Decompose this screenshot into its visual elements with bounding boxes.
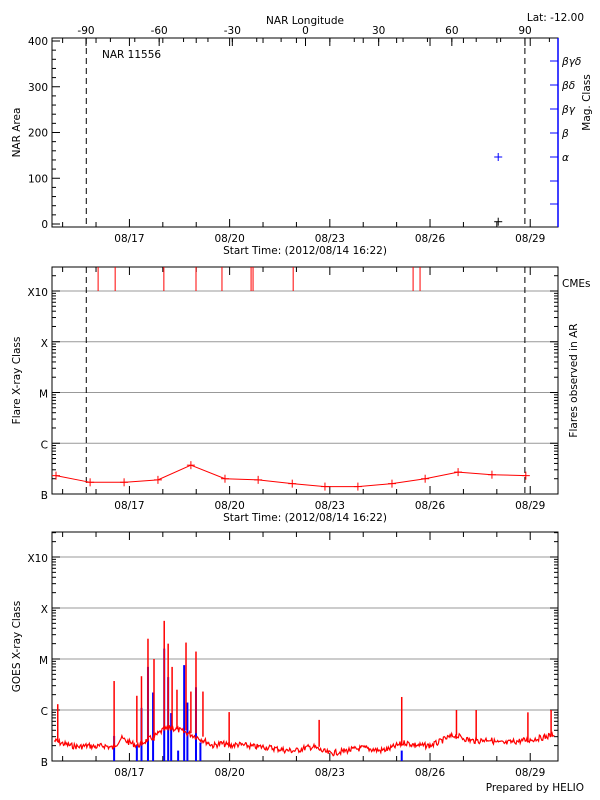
mag-class-axis-label: Mag. Class	[581, 74, 593, 130]
goes-panel-y-tick-label: X10	[27, 553, 48, 565]
area-panel-x-tick-label: 08/23	[315, 233, 345, 245]
longitude-tick-label: 0	[302, 25, 309, 37]
area-panel-x-tick-label: 08/26	[415, 233, 446, 245]
goes-panel-x-tick-label: 08/17	[114, 767, 144, 779]
mag-class-tick-label: βγ	[561, 104, 576, 116]
longitude-tick-label: 30	[372, 25, 385, 37]
longitude-tick-label: -30	[224, 25, 241, 37]
goes-panel-y-tick-label: X	[41, 604, 48, 616]
mag-class-tick-label: α	[562, 152, 569, 164]
area-y-tick-label: 300	[28, 82, 48, 94]
flare-panel-y-tick-label: X	[41, 338, 48, 350]
flare-panel-y-tick-label: X10	[27, 287, 48, 299]
area-y-tick-label: 100	[28, 173, 48, 185]
longitude-tick-label: 90	[518, 25, 531, 37]
cme-label: CMEs	[562, 278, 591, 290]
mag-class-tick-label: βδ	[561, 80, 575, 92]
goes-flux-line	[53, 724, 555, 757]
area-y-axis-label: NAR Area	[11, 108, 23, 158]
area-y-tick-label: 0	[41, 219, 48, 231]
flares-observed-label: Flares observed in AR	[568, 323, 580, 437]
flare-panel-x-tick-label: 08/26	[415, 500, 446, 512]
flare-panel-x-tick-label: 08/29	[515, 500, 545, 512]
area-panel-x-tick-label: 08/17	[114, 233, 144, 245]
region-label: NAR 11556	[102, 49, 161, 61]
goes-panel-y-tick-label: C	[41, 706, 48, 718]
area-y-tick-label: 400	[28, 36, 48, 48]
flare-panel-y-axis-label: Flare X-ray Class	[11, 337, 23, 425]
goes-panel-frame	[51, 531, 559, 762]
goes-panel-y-axis-label: GOES X-ray Class	[11, 601, 23, 692]
longitude-tick-label: -90	[77, 25, 94, 37]
longitude-tick-label: 60	[445, 25, 458, 37]
prepared-by-label: Prepared by HELIO	[486, 782, 584, 794]
goes-panel-x-tick-label: 08/23	[315, 767, 345, 779]
area-panel-x-tick-label: 08/20	[214, 233, 244, 245]
flare-panel-y-tick-label: M	[39, 389, 48, 401]
latitude-label: Lat: -12.00	[527, 12, 584, 24]
flare-panel-y-tick-label: B	[41, 490, 48, 502]
goes-panel-y-tick-label: B	[41, 757, 48, 769]
goes-panel-x-tick-label: 08/29	[515, 767, 545, 779]
mag-class-tick-label: βγδ	[561, 56, 581, 68]
goes-panel-y-tick-label: M	[39, 655, 48, 667]
area-panel-frame	[51, 37, 559, 228]
flare-panel-x-tick-label: 08/23	[315, 500, 345, 512]
flare-panel-x-tick-label: 08/20	[214, 500, 244, 512]
area-y-tick-label: 200	[28, 128, 48, 140]
flare-panel-x-axis-label: Start Time: (2012/08/14 16:22)	[223, 512, 387, 524]
area-panel-x-tick-label: 08/29	[515, 233, 545, 245]
mag-class-tick-label: β	[561, 128, 569, 140]
longitude-axis-label: NAR Longitude	[266, 15, 344, 27]
goes-panel-x-tick-label: 08/20	[214, 767, 244, 779]
longitude-tick-label: -60	[151, 25, 168, 37]
flare-panel-frame	[51, 266, 559, 495]
flare-panel-x-tick-label: 08/17	[114, 500, 144, 512]
flare-panel-y-tick-label: C	[41, 439, 48, 451]
goes-panel-x-tick-label: 08/26	[415, 767, 446, 779]
area-panel-x-axis-label: Start Time: (2012/08/14 16:22)	[223, 245, 387, 257]
